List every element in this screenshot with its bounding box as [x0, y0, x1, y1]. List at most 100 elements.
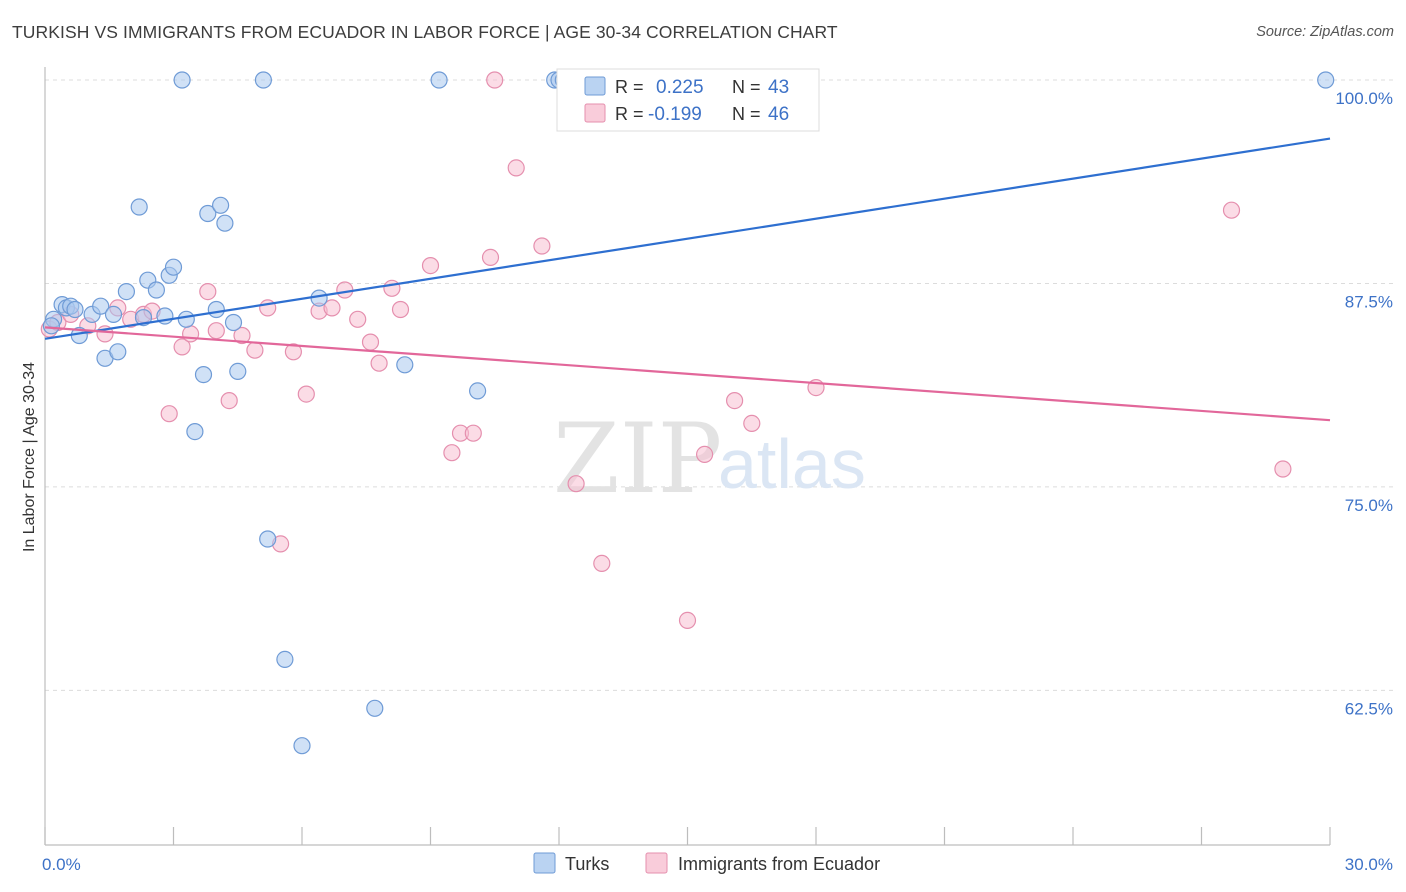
point-ecuador-11: [182, 325, 200, 343]
watermark-zip: ZIP: [553, 403, 722, 515]
point-ecuador-33: [481, 248, 500, 266]
point-turks-15: [147, 281, 165, 299]
point-turks-32: [293, 737, 311, 755]
legend-r-label-turks: R =: [615, 77, 644, 97]
correlation-legend: R = 0.225 N = 43 R = -0.199 N = 46: [556, 68, 820, 132]
point-ecuador-32: [464, 424, 482, 442]
point-turks-28: [229, 362, 247, 380]
point-turks-4: [66, 300, 84, 319]
point-turks-25: [212, 196, 230, 214]
point-ecuador-36: [533, 237, 551, 255]
watermark: ZIP atlas: [553, 403, 866, 515]
chart-title: TURKISH VS IMMIGRANTS FROM ECUADOR IN LA…: [12, 22, 838, 42]
legend-r-value-ecuador: -0.199: [648, 104, 702, 125]
point-ecuador-14: [220, 392, 238, 410]
point-turks-10: [109, 343, 127, 361]
point-turks-37: [469, 382, 487, 400]
legend-r-value-turks: 0.225: [656, 77, 704, 98]
point-turks-35: [396, 356, 414, 374]
legend-n-value-ecuador: 46: [768, 104, 789, 125]
point-ecuador-16: [246, 341, 264, 359]
legend-n-label-turks: N =: [732, 77, 761, 97]
y-tick-label-1: 87.5%: [1345, 292, 1393, 311]
legend-swatch-ecuador: [584, 103, 606, 123]
point-turks-33: [310, 289, 328, 307]
point-turks-24: [207, 300, 225, 319]
point-ecuador-41: [725, 392, 744, 410]
x-tick-labels: 0.0% 30.0%: [42, 855, 1393, 874]
trend-line-turks: [44, 137, 1331, 340]
legend-n-label-ecuador: N =: [732, 104, 761, 124]
x-tick-label-1: 30.0%: [1345, 855, 1393, 874]
point-ecuador-20: [297, 385, 315, 403]
y-axis-label: In Labor Force | Age 30-34: [21, 362, 38, 552]
gridlines: [45, 79, 1395, 691]
point-ecuador-44: [1222, 201, 1241, 219]
x-tick-label-0: 0.0%: [42, 855, 81, 874]
point-turks-13: [134, 309, 153, 327]
point-turks-19: [173, 71, 191, 89]
point-ecuador-28: [391, 300, 410, 319]
series-legend: Turks Immigrants from Ecuador: [533, 852, 880, 874]
source-label: Source: ZipAtlas.com: [1256, 24, 1394, 40]
y-tick-label-0: 100.0%: [1335, 89, 1393, 108]
point-turks-7: [92, 297, 110, 315]
point-ecuador-34: [486, 71, 504, 89]
point-turks-9: [104, 305, 123, 323]
point-turks-21: [186, 423, 204, 441]
point-turks-22: [194, 366, 213, 384]
trend-line-ecuador: [44, 326, 1331, 422]
point-turks-12: [130, 198, 148, 216]
point-turks-36: [430, 71, 448, 89]
point-turks-11: [117, 283, 136, 301]
point-turks-18: [164, 258, 183, 276]
bottom-legend-swatch-ecuador: [645, 852, 668, 874]
point-ecuador-40: [695, 445, 714, 463]
point-turks-26: [216, 214, 234, 232]
point-ecuador-25: [361, 333, 380, 351]
legend-r-label-ecuador: R =: [615, 104, 644, 124]
point-ecuador-29: [421, 257, 440, 275]
point-turks-23: [199, 204, 217, 223]
point-ecuador-37: [567, 475, 585, 493]
y-tick-labels: 100.0% 87.5% 75.0% 62.5%: [1335, 89, 1393, 718]
point-turks-41: [1317, 71, 1335, 89]
point-turks-27: [224, 313, 243, 332]
y-tick-label-3: 62.5%: [1345, 699, 1393, 718]
bottom-legend-ecuador: Immigrants from Ecuador: [678, 854, 880, 874]
point-turks-20: [177, 310, 195, 328]
point-ecuador-38: [593, 554, 611, 573]
point-ecuador-15: [233, 326, 251, 345]
point-ecuador-22: [323, 299, 341, 317]
point-turks-31: [276, 650, 294, 669]
point-ecuador-24: [349, 310, 367, 328]
point-ecuador-13: [207, 322, 225, 340]
bottom-legend-turks: Turks: [565, 854, 609, 874]
trend-lines: [44, 137, 1331, 422]
point-ecuador-30: [443, 444, 461, 462]
point-turks-34: [366, 699, 384, 717]
axes: [44, 67, 1331, 846]
point-ecuador-26: [370, 354, 388, 372]
point-ecuador-19: [284, 343, 302, 361]
series-turks-points: [42, 71, 1335, 755]
watermark-atlas: atlas: [718, 425, 866, 503]
point-turks-29: [254, 71, 272, 89]
point-turks-42: [42, 317, 61, 335]
point-ecuador-23: [336, 281, 354, 299]
point-ecuador-27: [383, 279, 401, 297]
point-ecuador-12: [199, 283, 217, 301]
point-ecuador-39: [678, 611, 697, 630]
series-ecuador-points: [40, 71, 1292, 630]
point-turks-30: [259, 530, 277, 548]
bottom-legend-swatch-turks: [533, 852, 556, 874]
point-ecuador-9: [160, 405, 178, 423]
y-tick-label-2: 75.0%: [1345, 496, 1393, 515]
point-ecuador-10: [173, 338, 191, 356]
point-ecuador-42: [743, 414, 761, 432]
point-ecuador-35: [507, 159, 525, 177]
legend-swatch-turks: [584, 76, 606, 96]
point-ecuador-45: [1274, 460, 1292, 478]
legend-n-value-turks: 43: [768, 77, 789, 98]
